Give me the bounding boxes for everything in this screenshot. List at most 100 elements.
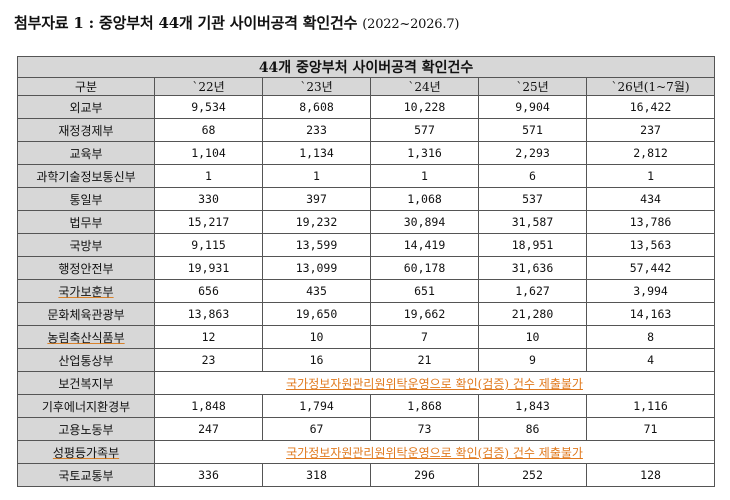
- value-cell: 237: [585, 118, 716, 142]
- value-cell: 651: [370, 279, 479, 303]
- value-cell: 318: [262, 463, 371, 487]
- column-header: `22년: [154, 77, 263, 96]
- note-text: 국가정보자원관리원위탁운영으로 확인(검증) 건수 제출불가: [286, 376, 583, 391]
- agency-name: 산업통상부: [58, 353, 114, 368]
- value-cell: 252: [478, 463, 587, 487]
- agency-name: 보건복지부: [58, 376, 114, 391]
- value-cell: 13,863: [154, 302, 263, 326]
- table-row: 법무부 15,217 19,232 30,894 31,587 13,786: [17, 210, 716, 234]
- agency-name: 교육부: [69, 146, 103, 161]
- value-cell: 577: [370, 118, 479, 142]
- value-cell: 3,994: [585, 279, 716, 303]
- value-cell: 23: [154, 348, 263, 372]
- agency-name: 통일부: [69, 192, 103, 207]
- table-row: 농림축산식품부 12 10 7 10 8: [17, 325, 716, 349]
- table-row: 산업통상부 23 16 21 9 4: [17, 348, 716, 372]
- value-cell: 21,280: [478, 302, 587, 326]
- agency-name: 고용노동부: [58, 422, 114, 437]
- agency-name: 재정경제부: [58, 123, 114, 138]
- agency-name: 성평등가족부: [52, 445, 120, 460]
- value-cell: 1,316: [370, 141, 479, 165]
- agency-cell: 문화체육관광부: [17, 302, 155, 326]
- agency-cell: 과학기술정보통신부: [17, 164, 155, 188]
- value-cell: 233: [262, 118, 371, 142]
- value-cell: 19,650: [262, 302, 371, 326]
- value-cell: 9,534: [154, 95, 263, 119]
- agency-cell: 통일부: [17, 187, 155, 211]
- value-cell: 1,134: [262, 141, 371, 165]
- value-cell: 9,115: [154, 233, 263, 257]
- value-cell: 1,868: [370, 394, 479, 418]
- value-cell: 330: [154, 187, 263, 211]
- value-cell: 13,786: [585, 210, 716, 234]
- agency-name: 행정안전부: [58, 261, 114, 276]
- value-cell: 247: [154, 417, 263, 441]
- caption-range: (2022~2026.7): [362, 17, 460, 32]
- value-cell: 71: [585, 417, 716, 441]
- agency-name: 외교부: [69, 100, 103, 115]
- agency-cell: 성평등가족부: [17, 440, 155, 464]
- cyberattack-table: 44개 중앙부처 사이버공격 확인건수 구분 `22년 `23년 `24년 `25년 `2…: [16, 56, 716, 487]
- value-cell: 19,931: [154, 256, 263, 280]
- value-cell: 15,217: [154, 210, 263, 234]
- table-row: 문화체육관광부 13,863 19,650 19,662 21,280 14,163: [17, 302, 716, 326]
- value-cell: 10: [262, 325, 371, 349]
- value-cell: 14,419: [370, 233, 479, 257]
- value-cell: 434: [585, 187, 716, 211]
- note-cell: 국가정보자원관리원위탁운영으로 확인(검증) 건수 제출불가: [153, 371, 716, 395]
- agency-cell: 법무부: [17, 210, 155, 234]
- value-cell: 73: [370, 417, 479, 441]
- table-row: 과학기술정보통신부 1 1 1 6 1: [17, 164, 716, 188]
- table-row: 통일부 330 397 1,068 537 434: [17, 187, 716, 211]
- agency-name: 기후에너지환경부: [41, 399, 131, 414]
- value-cell: 6: [478, 164, 587, 188]
- table-row: 행정안전부 19,931 13,099 60,178 31,636 57,442: [17, 256, 716, 280]
- value-cell: 1: [370, 164, 479, 188]
- value-cell: 1,627: [478, 279, 587, 303]
- column-header: `25년: [478, 77, 587, 96]
- value-cell: 14,163: [585, 302, 716, 326]
- table-row: 기후에너지환경부 1,848 1,794 1,868 1,843 1,116: [17, 394, 716, 418]
- value-cell: 31,636: [478, 256, 587, 280]
- agency-name: 국가보훈부: [58, 284, 114, 299]
- table-row: 외교부 9,534 8,608 10,228 9,904 16,422: [17, 95, 716, 119]
- agency-cell: 산업통상부: [17, 348, 155, 372]
- value-cell: 13,599: [262, 233, 371, 257]
- value-cell: 19,662: [370, 302, 479, 326]
- value-cell: 19,232: [262, 210, 371, 234]
- agency-name: 과학기술정보통신부: [36, 169, 136, 184]
- table-row: 국가보훈부 656 435 651 1,627 3,994: [17, 279, 716, 303]
- value-cell: 1,794: [262, 394, 371, 418]
- agency-cell: 농림축산식품부: [17, 325, 155, 349]
- value-cell: 8,608: [262, 95, 371, 119]
- value-cell: 1,068: [370, 187, 479, 211]
- table-row: 재정경제부 68 233 577 571 237: [17, 118, 716, 142]
- agency-cell: 보건복지부: [17, 371, 155, 395]
- column-header: `24년: [370, 77, 479, 96]
- table-row: 고용노동부 247 67 73 86 71: [17, 417, 716, 441]
- value-cell: 68: [154, 118, 263, 142]
- agency-cell: 행정안전부: [17, 256, 155, 280]
- value-cell: 2,812: [585, 141, 716, 165]
- value-cell: 16: [262, 348, 371, 372]
- value-cell: 60,178: [370, 256, 479, 280]
- value-cell: 9: [478, 348, 587, 372]
- value-cell: 1,848: [154, 394, 263, 418]
- table-title: 44개 중앙부처 사이버공격 확인건수: [16, 56, 716, 78]
- table-row: 교육부 1,104 1,134 1,316 2,293 2,812: [17, 141, 716, 165]
- value-cell: 571: [478, 118, 587, 142]
- value-cell: 4: [585, 348, 716, 372]
- value-cell: 21: [370, 348, 479, 372]
- document-caption: 첨부자료 1 : 중앙부처 44개 기관 사이버공격 확인건수 (2022~20…: [14, 12, 459, 33]
- agency-cell: 재정경제부: [17, 118, 155, 142]
- agency-name: 법무부: [69, 215, 103, 230]
- agency-cell: 교육부: [17, 141, 155, 165]
- value-cell: 1,116: [585, 394, 716, 418]
- agency-cell: 국방부: [17, 233, 155, 257]
- value-cell: 128: [585, 463, 716, 487]
- value-cell: 1,104: [154, 141, 263, 165]
- table-title-row: 44개 중앙부처 사이버공격 확인건수: [16, 56, 716, 78]
- value-cell: 1: [585, 164, 716, 188]
- agency-cell: 외교부: [17, 95, 155, 119]
